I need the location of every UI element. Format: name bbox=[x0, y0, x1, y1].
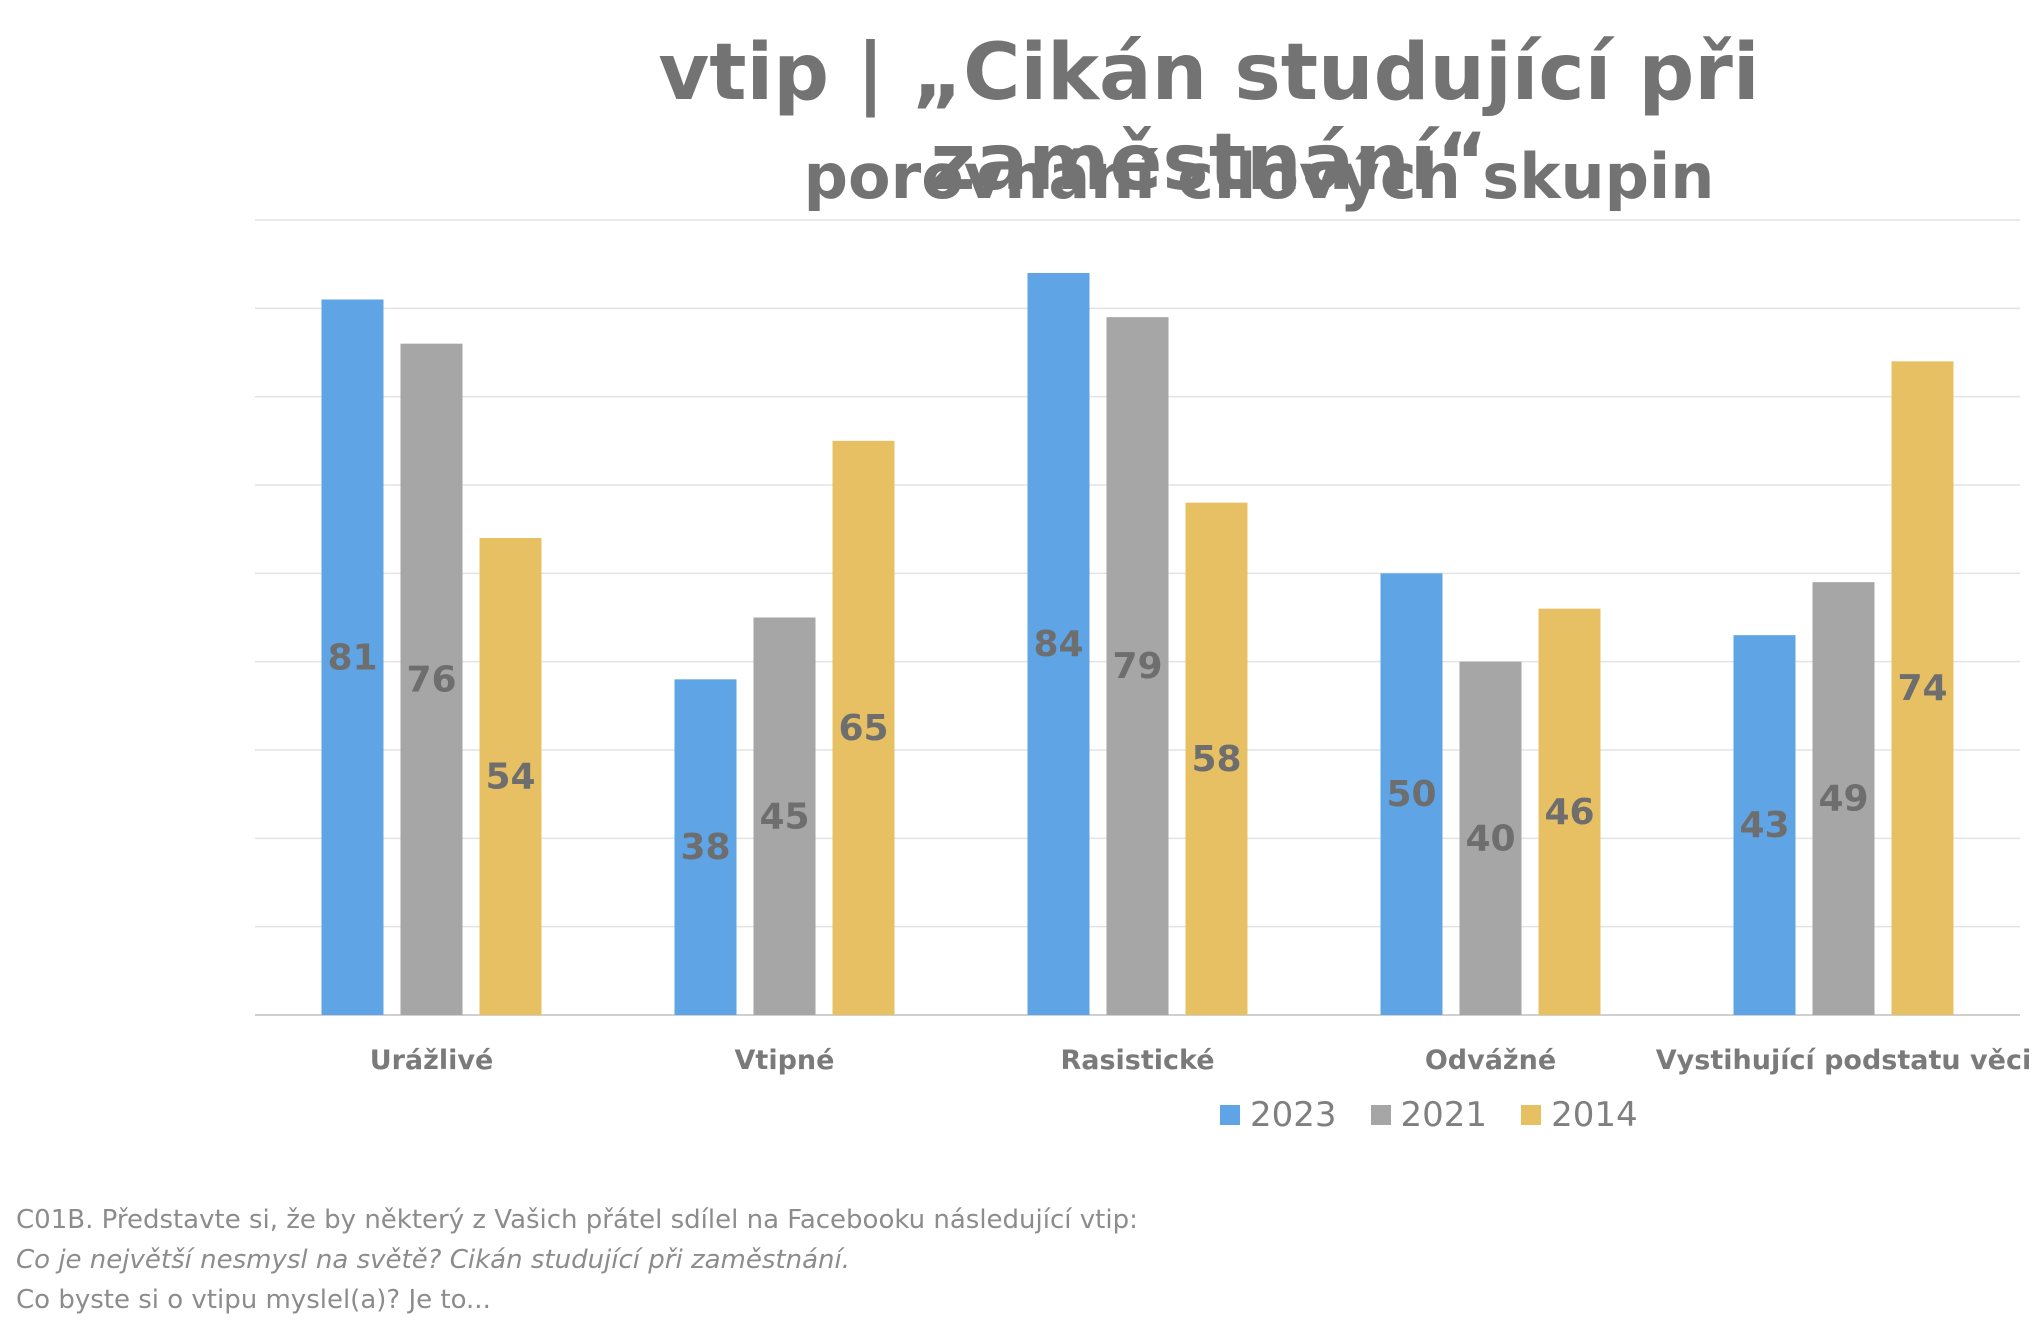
legend-item-2023: 2023 bbox=[1220, 1095, 1337, 1135]
legend-label-2023: 2023 bbox=[1250, 1095, 1337, 1135]
value-label-2014-0: 54 bbox=[485, 757, 535, 798]
bar-2023-2 bbox=[1027, 273, 1090, 1015]
bar-2023-0 bbox=[321, 299, 384, 1015]
bar-2014-0 bbox=[479, 538, 542, 1015]
chart-subtitle: porovnání cílových skupin bbox=[803, 140, 1715, 213]
chart-title: vtip | „Cikán studující při zaměstnání“ bbox=[658, 28, 1760, 208]
value-label-2023-3: 50 bbox=[1386, 774, 1436, 815]
value-label-2023-4: 43 bbox=[1739, 805, 1789, 846]
bar-2021-4 bbox=[1812, 582, 1875, 1015]
footnote-joke: Co je největší nesmysl na světě? Cikán s… bbox=[16, 1245, 850, 1275]
bar-2014-4 bbox=[1891, 361, 1954, 1015]
legend: 2023 2021 2014 bbox=[1220, 1095, 1638, 1135]
footnote-question: C01B. Představte si, že by některý z Vaš… bbox=[16, 1205, 1138, 1235]
legend-item-2014: 2014 bbox=[1521, 1095, 1638, 1135]
bar-2023-4 bbox=[1733, 635, 1796, 1015]
category-label-2: Rasistické bbox=[1060, 1045, 1214, 1076]
value-label-2014-1: 65 bbox=[838, 708, 888, 749]
legend-swatch-2021 bbox=[1370, 1105, 1391, 1125]
bar-2023-1 bbox=[674, 679, 737, 1015]
legend-swatch-2023 bbox=[1220, 1105, 1240, 1125]
category-label-0: Urážlivé bbox=[370, 1045, 494, 1076]
value-label-2014-2: 58 bbox=[1191, 739, 1241, 780]
bar-2021-1 bbox=[753, 617, 816, 1015]
category-label-4: Vystihující podstatu věci bbox=[1656, 1045, 2031, 1076]
legend-label-2021: 2021 bbox=[1400, 1095, 1488, 1135]
footnote-prompt: Co byste si o vtipu myslel(a)? Je to... bbox=[16, 1285, 491, 1315]
footnote: C01B. Představte si, že by některý z Vaš… bbox=[16, 1200, 1138, 1320]
legend-label-2014: 2014 bbox=[1551, 1095, 1638, 1135]
value-label-2023-0: 81 bbox=[327, 637, 377, 678]
bar-2023-3 bbox=[1380, 573, 1443, 1015]
bar-2021-0 bbox=[400, 343, 463, 1016]
category-label-1: Vtipné bbox=[735, 1045, 835, 1076]
value-label-2021-4: 49 bbox=[1818, 779, 1868, 820]
value-label-2021-2: 79 bbox=[1112, 646, 1162, 687]
value-label-2021-1: 45 bbox=[759, 796, 809, 837]
value-label-2021-0: 76 bbox=[406, 659, 456, 700]
value-labels: 81 76 54 38 45 65 84 79 58 50 40 46 43 49 74 bbox=[327, 624, 1947, 868]
bar-2021-2 bbox=[1106, 317, 1169, 1016]
value-label-2023-2: 84 bbox=[1033, 624, 1083, 665]
bar-2014-3 bbox=[1538, 608, 1601, 1015]
value-label-2014-3: 46 bbox=[1544, 792, 1594, 833]
bar-chart: 81 76 54 38 45 65 84 79 58 50 40 46 43 49 74 Urážlivé V… bbox=[255, 219, 2032, 1076]
value-label-2014-4: 74 bbox=[1897, 668, 1947, 709]
legend-item-2021: 2021 bbox=[1370, 1095, 1488, 1135]
value-label-2023-1: 38 bbox=[680, 827, 730, 868]
category-labels: Urážlivé Vtipné Rasistické Odvážné Vystihují… bbox=[370, 1045, 2032, 1076]
bar-2021-3 bbox=[1459, 661, 1522, 1015]
legend-swatch-2014 bbox=[1521, 1105, 1542, 1125]
bars bbox=[321, 273, 1954, 1016]
category-label-3: Odvážné bbox=[1425, 1045, 1556, 1076]
bar-2014-2 bbox=[1185, 502, 1248, 1016]
value-label-2021-3: 40 bbox=[1465, 818, 1515, 859]
bar-2014-1 bbox=[832, 440, 895, 1015]
